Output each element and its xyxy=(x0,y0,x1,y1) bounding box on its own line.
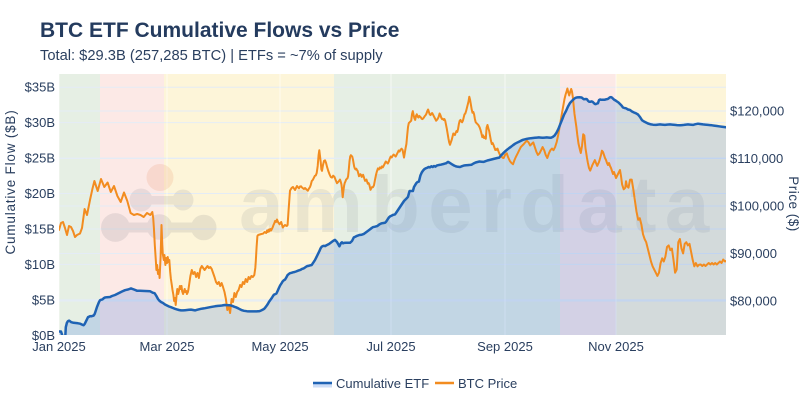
svg-text:Sep 2025: Sep 2025 xyxy=(477,339,533,354)
svg-text:Jul 2025: Jul 2025 xyxy=(366,339,415,354)
svg-text:$15B: $15B xyxy=(25,222,55,237)
svg-text:$120,000: $120,000 xyxy=(730,104,784,119)
svg-text:Price ($): Price ($) xyxy=(786,176,801,232)
svg-text:$5B: $5B xyxy=(32,292,55,307)
svg-text:Jan 2025: Jan 2025 xyxy=(32,339,86,354)
svg-text:$100,000: $100,000 xyxy=(730,199,784,214)
svg-text:Nov 2025: Nov 2025 xyxy=(588,339,644,354)
svg-text:Cumulative ETF: Cumulative ETF xyxy=(336,376,429,391)
svg-text:BTC ETF Cumulative Flows vs Pr: BTC ETF Cumulative Flows vs Price xyxy=(40,19,399,42)
svg-text:BTC Price: BTC Price xyxy=(458,376,517,391)
svg-text:$90,000: $90,000 xyxy=(730,246,777,261)
svg-text:$20B: $20B xyxy=(25,186,55,201)
svg-text:$80,000: $80,000 xyxy=(730,294,777,309)
svg-text:$25B: $25B xyxy=(25,151,55,166)
svg-text:Mar 2025: Mar 2025 xyxy=(140,339,195,354)
svg-text:May 2025: May 2025 xyxy=(251,339,308,354)
svg-text:amberdata: amberdata xyxy=(239,160,717,249)
svg-text:$30B: $30B xyxy=(25,115,55,130)
svg-text:$110,000: $110,000 xyxy=(730,151,783,166)
svg-text:$35B: $35B xyxy=(25,80,55,95)
svg-text:$0B: $0B xyxy=(32,328,55,343)
svg-text:$10B: $10B xyxy=(25,257,55,272)
svg-text:Total: $29.3B (257,285 BTC) |: Total: $29.3B (257,285 BTC) | ETFs = ~7%… xyxy=(40,48,383,64)
svg-text:Cumulative Flow ($B): Cumulative Flow ($B) xyxy=(3,109,18,254)
